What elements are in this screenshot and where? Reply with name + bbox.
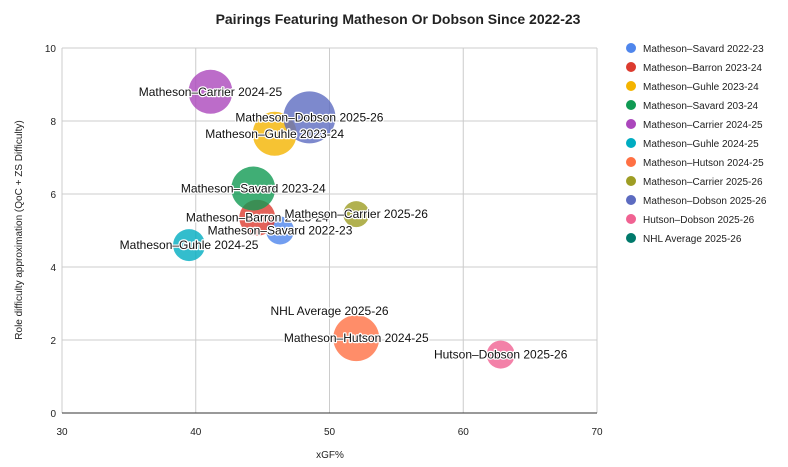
legend-marker [626,119,636,129]
bubble-label: Matheson–Guhle 2024-25 [120,238,259,252]
x-tick-label: 30 [56,427,68,438]
x-tick-label: 40 [190,427,202,438]
bubble [333,315,380,362]
bubble [343,201,370,228]
legend-marker [626,43,636,53]
legend-marker [626,214,636,224]
x-tick-label: 50 [324,427,336,438]
bubble-label: Matheson–Carrier 2024-25 [139,85,283,99]
x-tick-label: 70 [591,427,603,438]
bubble-label: Matheson–Guhle 2023-24 [205,127,344,141]
chart-title: Pairings Featuring Matheson Or Dobson Si… [216,11,581,27]
y-tick-label: 4 [50,263,56,274]
bubble [328,309,331,313]
legend-entry: Matheson–Guhle 2024-25 [643,139,759,150]
y-axis-label: Role difficulty approximation (QoC + ZS … [14,120,25,339]
bubble-label: Hutson–Dobson 2025-26 [434,348,568,362]
legend-entry: Matheson–Hutson 2024-25 [643,158,764,169]
x-tick-label: 60 [458,427,470,438]
y-tick-label: 8 [50,117,56,128]
legend-entry: Matheson–Savard 2022-23 [643,44,764,55]
legend-entry: NHL Average 2025-26 [643,234,742,245]
x-axis-label: xGF% [316,450,344,461]
legend-marker [626,138,636,148]
bubble-label: Matheson–Savard 2023-24 [181,182,326,196]
bubble-label: NHL Average 2025-26 [270,304,388,318]
y-tick-label: 10 [45,44,57,55]
y-tick-label: 0 [50,409,56,420]
legend-entry: Matheson–Carrier 2024-25 [643,120,763,131]
bubble [188,69,233,114]
legend-marker [626,100,636,110]
legend-marker [626,176,636,186]
legend-entry: Matheson–Dobson 2025-26 [643,196,767,207]
bubble [283,91,336,144]
bubble-label: Matheson–Dobson 2025-26 [235,110,383,124]
bubble [486,340,515,369]
bubble-label: Matheson–Hutson 2024-25 [284,331,429,345]
legend-entry: Matheson–Savard 203-24 [643,101,759,112]
bubble-label: Matheson–Savard 2022-23 [208,224,353,238]
y-tick-label: 6 [50,190,56,201]
bubble [231,166,276,211]
legend-entry: Matheson–Barron 2023-24 [643,63,762,74]
legend-marker [626,233,636,243]
legend-entry: Hutson–Dobson 2025-26 [643,215,755,226]
bubble-label: Matheson–Carrier 2025-26 [285,207,429,221]
legend-entry: Matheson–Carrier 2025-26 [643,177,763,188]
legend-entry: Matheson–Guhle 2023-24 [643,82,759,93]
y-tick-label: 2 [50,336,56,347]
bubble-label: Matheson–Barron 2023-24 [186,211,329,225]
bubble [173,229,206,262]
legend-marker [626,195,636,205]
legend-marker [626,81,636,91]
legend-marker [626,62,636,72]
legend-marker [626,157,636,167]
